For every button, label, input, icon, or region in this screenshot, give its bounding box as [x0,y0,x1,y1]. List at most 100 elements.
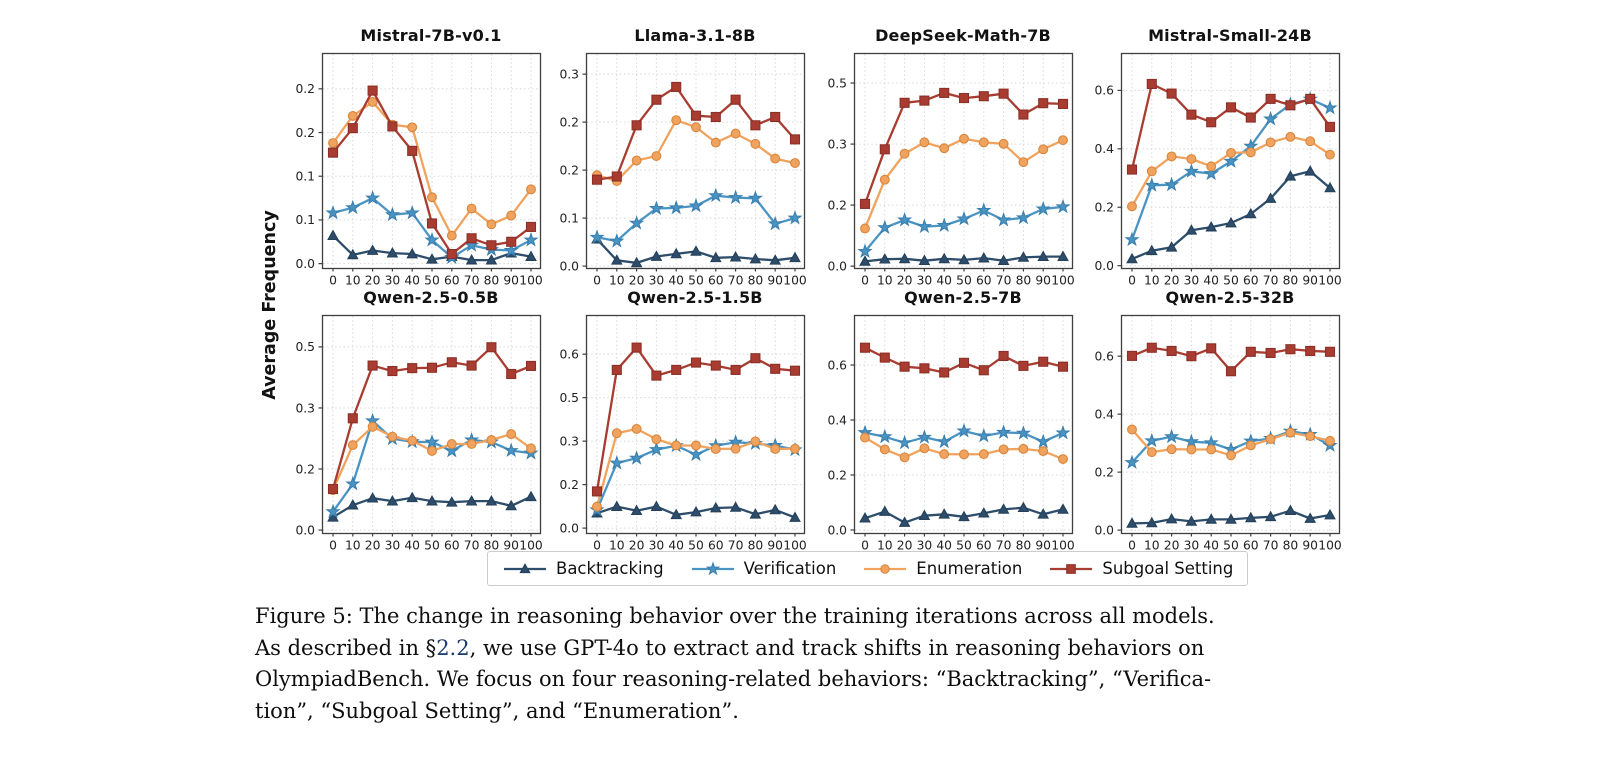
triangle-marker-icon [406,491,419,503]
x-tick-label: 80 [748,274,764,288]
x-tick-label: 60 [708,539,724,553]
triangle-marker-icon [610,500,623,511]
triangle-marker-icon [709,251,722,263]
triangle-marker-icon [1284,504,1297,516]
circle-marker-icon [998,138,1009,149]
x-tick-label: 60 [1243,539,1259,553]
circle-marker-icon [1166,444,1177,455]
circle-marker-icon [691,122,701,133]
x-tick-label: 20 [1164,539,1180,553]
y-tick-label: 0.2 [559,115,579,129]
triangle-marker-icon [670,247,683,259]
square-marker-icon [1166,88,1177,99]
star-marker-icon [705,560,720,575]
caption-line-2: As described in §2.2, we use GPT-4o to e… [255,635,1205,660]
x-tick-label: 10 [877,539,893,553]
star-marker-icon [345,475,361,491]
x-tick-label: 40 [404,274,420,288]
star-marker-icon [1144,177,1160,192]
star-marker-icon [936,217,952,232]
y-tick-label: 0.2 [295,82,315,96]
x-tick-label: 40 [1203,539,1219,553]
triangle-marker-icon [519,562,531,573]
circle-marker-icon [959,449,969,460]
series-markers-Subgoal Setting [591,342,801,497]
star-marker-icon [688,197,704,213]
star-marker-icon [609,233,625,248]
star-marker-icon [1055,424,1071,440]
circle-marker-icon [1206,444,1217,455]
triangle-marker-icon [630,256,643,268]
square-marker-icon [651,370,662,381]
x-tick-label: 60 [976,274,992,288]
star-marker-icon [956,210,972,226]
star-marker-icon [877,219,893,235]
x-tick-label: 30 [649,274,665,288]
square-marker-icon [506,236,517,247]
subplot-Mistral-Small-24B: 0 10 20 30 40 50 60 70 80 90 100 0.0 0.2 0.4 0.6 [1094,52,1342,288]
square-marker-icon [998,350,1009,362]
star-marker-icon [503,242,519,257]
square-marker-icon [1305,93,1316,104]
star-marker-icon [1144,432,1160,448]
series-markers-Subgoal Setting [1126,342,1336,377]
circle-marker-icon [1325,435,1335,446]
triangle-marker-icon [426,494,438,506]
x-tick-label: 40 [668,274,684,288]
y-tick-label: 0.2 [295,126,315,140]
subplot-Llama-3.1-8B: 0 10 20 30 40 50 60 70 80 90 100 0.0 0.1 0.2 0.2 0.3 [559,52,807,288]
triangle-marker-icon [445,496,458,507]
triangle-marker-icon [1057,503,1069,514]
series-markers-Enumeration [1127,424,1335,461]
square-marker-icon [426,218,438,229]
triangle-marker-icon [1324,508,1336,520]
square-marker-icon [327,483,339,495]
square-marker-icon [958,357,970,368]
square-marker-icon [591,486,603,497]
star-marker-icon [1203,165,1219,181]
subplot-Qwen-2.5-0.5B: 0 10 20 30 40 50 60 70 80 90 100 0.0 0.2 0.3 0.5 [295,314,543,553]
square-marker-icon [486,342,497,353]
circle-marker-icon [526,184,536,195]
x-tick-label: 70 [728,274,744,288]
star-marker-icon [589,229,605,244]
triangle-marker-icon [406,247,419,259]
caption-section-link[interactable]: 2.2 [436,635,470,660]
star-marker-icon [1223,153,1239,168]
triangle-marker-icon [1244,511,1257,523]
circle-marker-icon [978,449,989,460]
triangle-marker-icon [898,516,911,527]
legend-item-subgoal-setting: Subgoal Setting [1048,559,1233,578]
subplot-title-qwen-25-32b: Qwen-2.5-32B [1165,288,1295,307]
x-tick-label: 20 [365,274,381,288]
series-markers-Enumeration [592,423,800,512]
x-tick-label: 60 [444,539,460,553]
y-tick-label: 0.4 [1094,142,1114,156]
square-marker-icon [367,85,378,96]
triangle-marker-icon [650,500,663,511]
x-tick-label: 90 [1035,539,1051,553]
square-marker-icon [1038,356,1049,367]
circle-marker-icon [1285,131,1296,142]
circle-marker-icon [387,431,398,442]
square-marker-icon [1126,164,1138,175]
square-marker-icon [690,357,702,368]
y-tick-label: 0.1 [295,170,315,184]
caption-line-3: OlympiadBench. We focus on four reasonin… [255,667,1212,691]
square-marker-icon [347,123,358,134]
star-marker-icon [628,215,645,230]
square-marker-icon [1018,360,1029,371]
circle-marker-icon [1018,443,1029,454]
triangle-marker-icon [1185,515,1198,526]
square-marker-icon [446,357,457,368]
circle-marker-icon [526,443,536,454]
square-marker-icon [1324,346,1336,357]
square-marker-icon [789,365,801,376]
square-marker-icon [1146,78,1157,90]
x-tick-label: 10 [345,539,361,553]
star-marker-icon [648,441,665,457]
series-markers-Subgoal Setting [859,87,1069,209]
x-tick-label: 50 [688,539,704,553]
